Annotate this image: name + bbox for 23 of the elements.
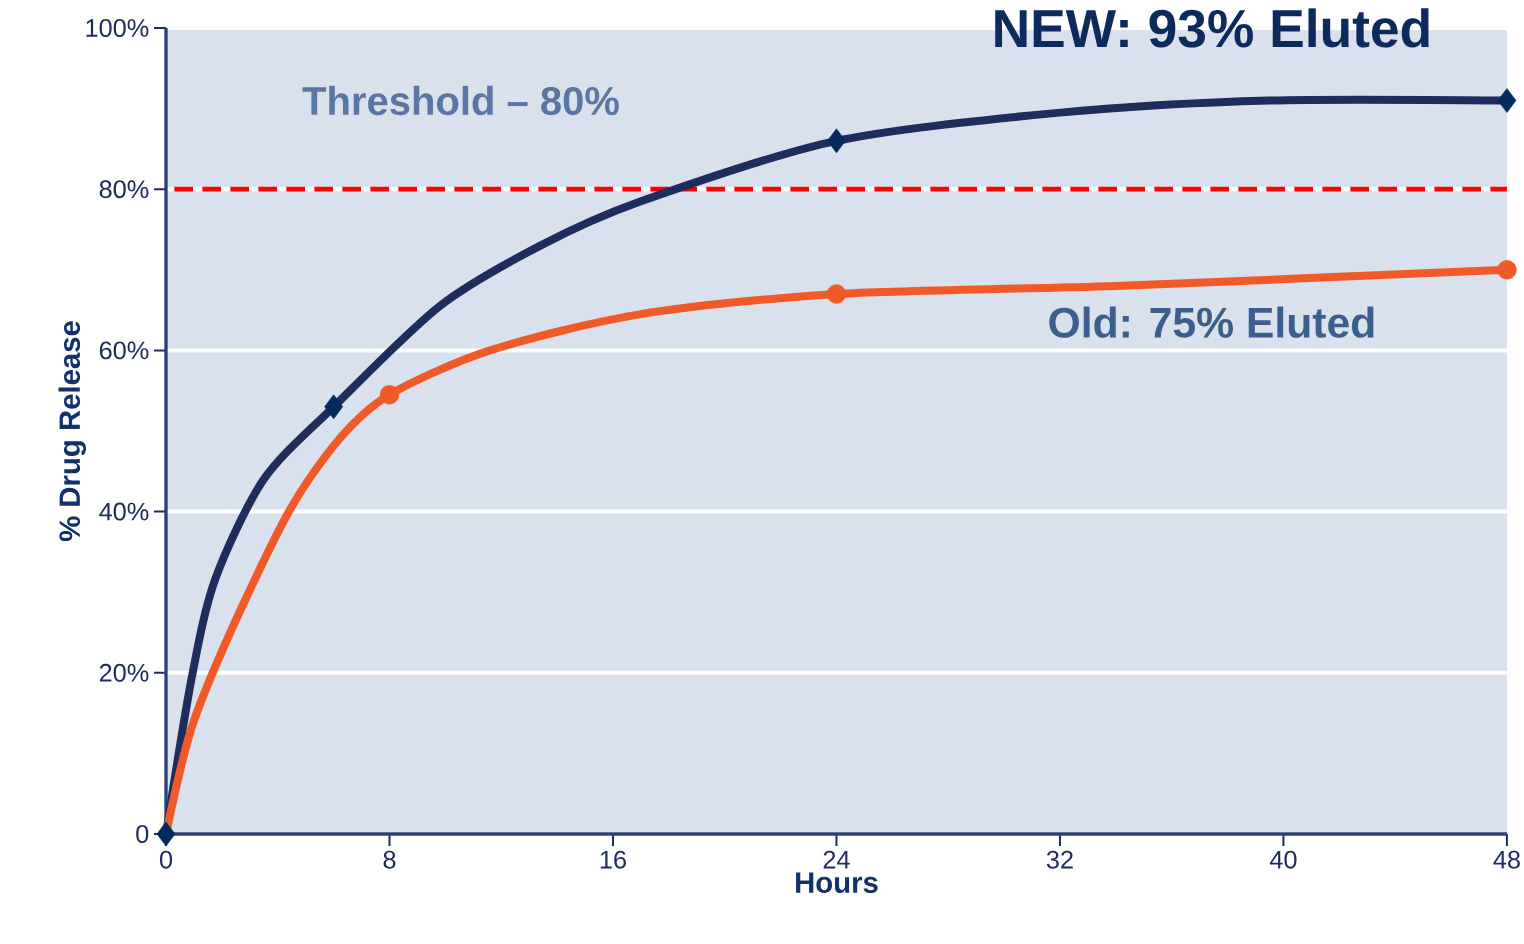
point	[379, 385, 400, 405]
y-tick-label: 100%	[86, 19, 149, 37]
annotation: Old: 75% Eluted	[1049, 306, 1374, 338]
x-tick-label: 8	[383, 850, 396, 869]
y-tick-label: 80%	[99, 180, 149, 199]
y-axis-title: % Drug Release	[58, 321, 87, 542]
point	[826, 284, 847, 304]
y-tick-label: 40%	[99, 502, 149, 521]
x-axis-title: Hours	[796, 872, 878, 893]
x-tick-label: 16	[600, 850, 626, 869]
point	[324, 394, 343, 420]
x-tick-label: 24	[823, 850, 850, 869]
y-tick-label: 60%	[99, 341, 149, 360]
annotation: NEW: 93% Eluted	[995, 8, 1429, 48]
y-tick-label: 0	[136, 825, 149, 843]
x-tick-label: 0	[159, 850, 173, 869]
x-tick-label: 40	[1269, 850, 1297, 869]
point	[827, 128, 846, 154]
x-tick-label: 32	[1046, 850, 1073, 869]
ref-line-label: Threshold – 80%	[302, 85, 619, 116]
point	[156, 821, 176, 847]
y-tick-label: 20%	[99, 663, 149, 682]
x-tick-label: 48	[1493, 850, 1520, 869]
